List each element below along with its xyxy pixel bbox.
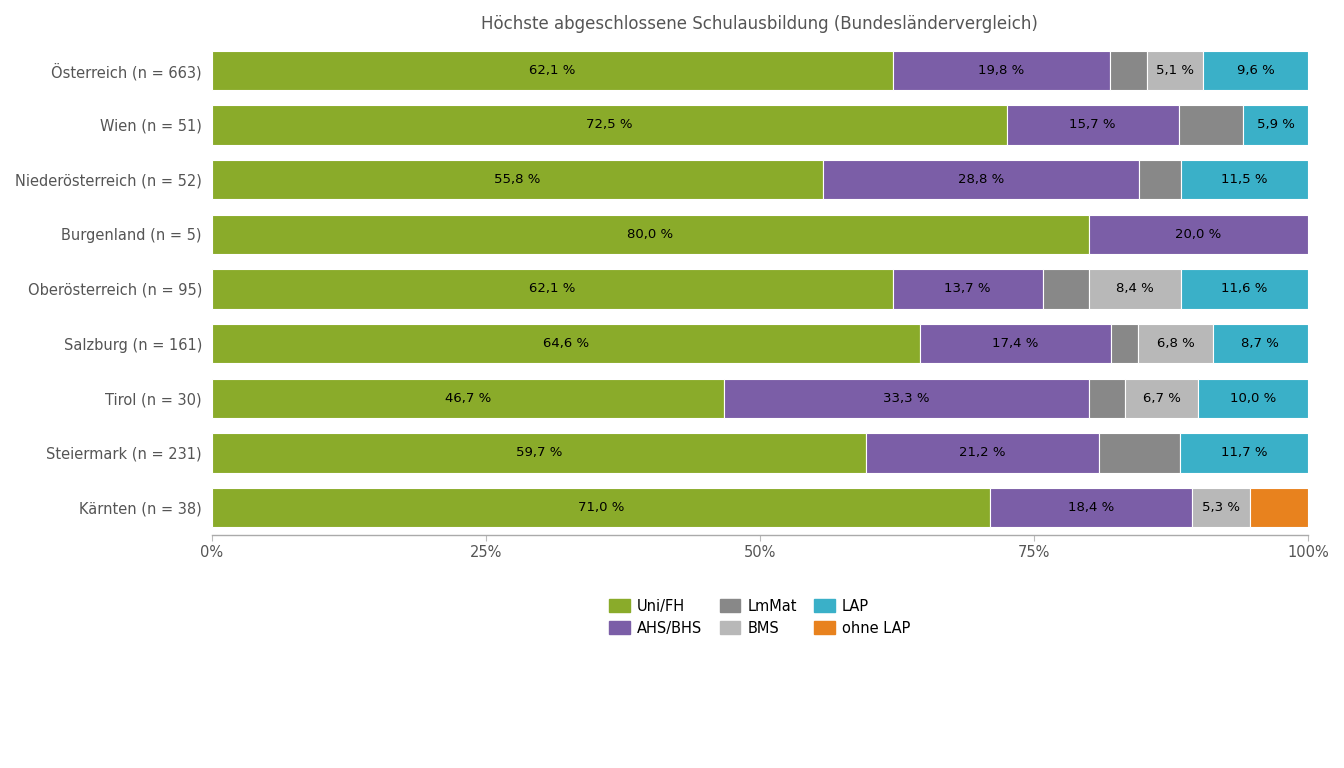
Text: 71,0 %: 71,0 % <box>578 501 624 514</box>
Text: 33,3 %: 33,3 % <box>883 392 930 405</box>
Bar <box>919 324 1110 363</box>
Text: 11,6 %: 11,6 % <box>1222 283 1267 296</box>
Bar <box>1181 270 1308 309</box>
Bar <box>211 324 919 363</box>
Text: 8,4 %: 8,4 % <box>1116 283 1153 296</box>
Bar <box>211 51 892 90</box>
Bar <box>1181 160 1308 199</box>
Bar <box>723 379 1089 418</box>
Bar <box>1138 324 1212 363</box>
Bar <box>1110 324 1138 363</box>
Title: Höchste abgeschlossene Schulausbildung (Bundesländervergleich): Höchste abgeschlossene Schulausbildung (… <box>481 15 1039 33</box>
Text: 11,5 %: 11,5 % <box>1222 173 1267 186</box>
Text: 13,7 %: 13,7 % <box>945 283 991 296</box>
Bar <box>1203 51 1308 90</box>
Bar <box>1243 105 1308 144</box>
Bar <box>1192 488 1250 527</box>
Bar <box>867 433 1098 472</box>
Text: 72,5 %: 72,5 % <box>586 118 632 131</box>
Text: 62,1 %: 62,1 % <box>530 283 575 296</box>
Bar <box>1146 51 1203 90</box>
Bar <box>892 51 1110 90</box>
Bar <box>892 270 1043 309</box>
Bar <box>1125 379 1199 418</box>
Bar <box>1199 379 1308 418</box>
Text: 10,0 %: 10,0 % <box>1230 392 1277 405</box>
Text: 5,1 %: 5,1 % <box>1156 64 1193 77</box>
Bar <box>211 160 824 199</box>
Bar <box>1250 488 1308 527</box>
Bar <box>211 105 1007 144</box>
Text: 19,8 %: 19,8 % <box>978 64 1024 77</box>
Text: 80,0 %: 80,0 % <box>628 227 673 240</box>
Bar <box>211 488 991 527</box>
Legend: Uni/FH, AHS/BHS, LmMat, BMS, LAP, ohne LAP: Uni/FH, AHS/BHS, LmMat, BMS, LAP, ohne L… <box>602 591 918 644</box>
Bar <box>211 270 892 309</box>
Bar <box>211 214 1089 254</box>
Bar <box>1179 105 1243 144</box>
Text: 17,4 %: 17,4 % <box>992 337 1039 350</box>
Text: 55,8 %: 55,8 % <box>495 173 540 186</box>
Text: 59,7 %: 59,7 % <box>516 446 562 459</box>
Bar <box>211 433 867 472</box>
Text: 21,2 %: 21,2 % <box>960 446 1005 459</box>
Text: 46,7 %: 46,7 % <box>445 392 491 405</box>
Bar <box>1007 105 1179 144</box>
Text: 6,8 %: 6,8 % <box>1157 337 1195 350</box>
Bar <box>1140 160 1181 199</box>
Bar <box>1098 433 1180 472</box>
Bar <box>991 488 1192 527</box>
Text: 8,7 %: 8,7 % <box>1242 337 1279 350</box>
Text: 62,1 %: 62,1 % <box>530 64 575 77</box>
Bar <box>1110 51 1146 90</box>
Text: 9,6 %: 9,6 % <box>1236 64 1274 77</box>
Text: 18,4 %: 18,4 % <box>1068 501 1114 514</box>
Text: 11,7 %: 11,7 % <box>1220 446 1267 459</box>
Text: 5,3 %: 5,3 % <box>1202 501 1241 514</box>
Text: 6,7 %: 6,7 % <box>1142 392 1180 405</box>
Bar <box>1180 433 1308 472</box>
Bar <box>1089 214 1308 254</box>
Bar <box>1089 379 1125 418</box>
Bar <box>824 160 1140 199</box>
Text: 28,8 %: 28,8 % <box>958 173 1004 186</box>
Text: 20,0 %: 20,0 % <box>1176 227 1222 240</box>
Text: 5,9 %: 5,9 % <box>1257 118 1294 131</box>
Bar <box>1043 270 1089 309</box>
Bar <box>211 379 723 418</box>
Text: 64,6 %: 64,6 % <box>543 337 589 350</box>
Bar <box>1089 270 1181 309</box>
Bar <box>1212 324 1308 363</box>
Text: 15,7 %: 15,7 % <box>1070 118 1116 131</box>
